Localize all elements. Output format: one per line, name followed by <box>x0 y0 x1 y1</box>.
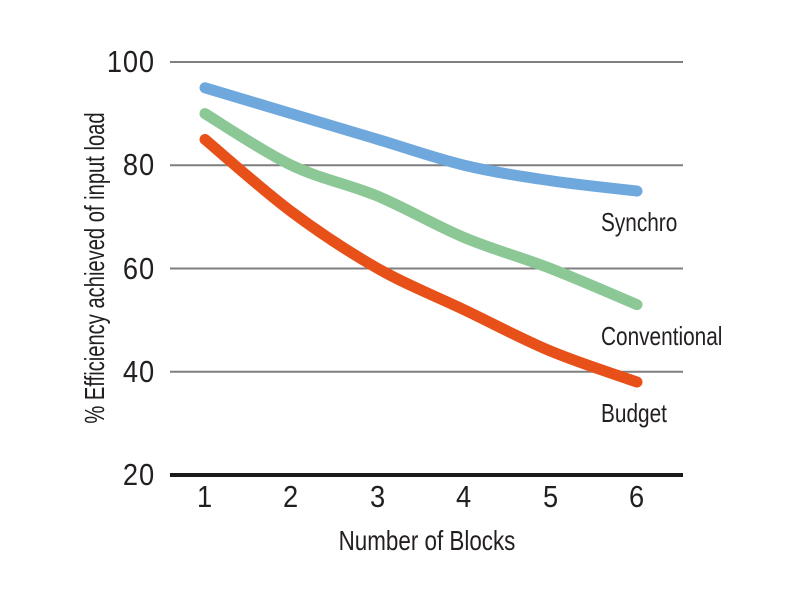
y-tick-label-80: 80 <box>122 147 155 183</box>
series-label-conventional: Conventional <box>601 320 723 351</box>
x-tick-label-6: 6 <box>628 479 646 514</box>
y-tick-label-20: 20 <box>122 457 155 492</box>
x-tick-label-5: 5 <box>542 479 559 514</box>
line-conventional <box>199 108 643 311</box>
line-budget <box>199 133 643 388</box>
line-synchro <box>199 82 643 197</box>
x-tick-label-2: 2 <box>283 479 300 514</box>
x-tick-label-3: 3 <box>369 479 386 514</box>
x-tick-label-4: 4 <box>456 479 473 514</box>
y-tick-label-60: 60 <box>122 250 155 286</box>
series-label-synchro: Synchro <box>601 207 678 238</box>
series-label-budget: Budget <box>601 398 667 429</box>
x-tick-label-1: 1 <box>196 479 214 514</box>
y-tick-label-100: 100 <box>106 44 155 79</box>
x-axis-title: Number of Blocks <box>338 525 516 556</box>
y-tick-label-40: 40 <box>122 353 155 389</box>
